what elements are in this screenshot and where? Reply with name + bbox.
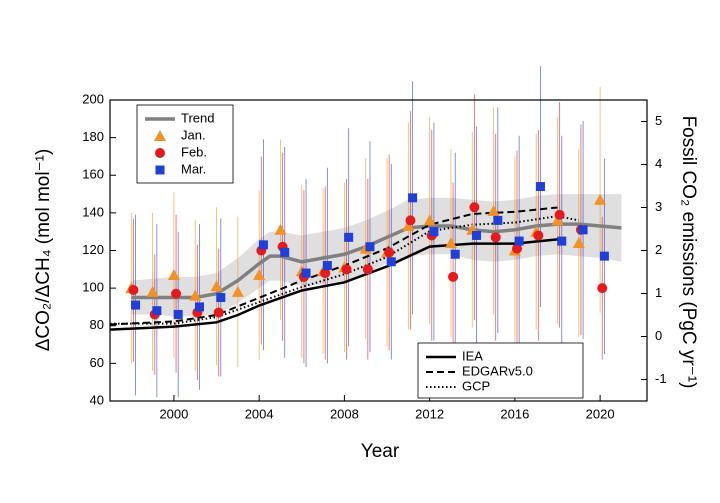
- marker: [554, 209, 565, 220]
- x-tick-label: 2020: [586, 406, 615, 421]
- marker: [533, 230, 544, 241]
- marker: [535, 182, 545, 192]
- marker: [469, 202, 480, 213]
- marker: [408, 193, 418, 203]
- y2-tick-label: 5: [655, 113, 662, 128]
- y2-tick-label: 2: [655, 242, 662, 257]
- y-tick-label: 60: [90, 355, 104, 370]
- y-tick-label: 80: [90, 317, 104, 332]
- marker: [253, 268, 266, 280]
- legend-label: Jan.: [181, 127, 206, 142]
- marker: [594, 193, 607, 205]
- marker: [167, 268, 180, 280]
- marker: [131, 300, 141, 310]
- x-axis-title: Year: [361, 441, 400, 462]
- y-tick-label: 160: [82, 167, 104, 182]
- marker: [384, 247, 395, 258]
- y2-axis-title: Fossil CO₂ emissions (PgC yr⁻¹): [678, 116, 699, 389]
- marker: [258, 240, 268, 250]
- marker: [551, 214, 564, 226]
- marker: [472, 230, 482, 240]
- legend-label: Mar.: [181, 161, 206, 176]
- plot-area: [109, 66, 622, 398]
- marker: [386, 257, 396, 267]
- legend-label: Trend: [181, 110, 214, 125]
- legend-label: GCP: [462, 378, 490, 393]
- marker: [512, 243, 523, 254]
- marker: [450, 249, 460, 259]
- marker: [320, 268, 331, 279]
- series-line: [109, 238, 558, 331]
- y2-tick-label: 0: [655, 328, 662, 343]
- marker: [189, 289, 202, 301]
- marker: [423, 214, 436, 226]
- y-tick-label: 200: [82, 91, 104, 106]
- marker: [578, 225, 588, 235]
- y-tick-label: 140: [82, 204, 104, 219]
- y-axis-title: ΔCO₂/ΔCH₄ (mol mol⁻¹): [33, 149, 54, 352]
- legend-swatch: [155, 165, 165, 175]
- marker: [572, 236, 585, 248]
- marker: [599, 251, 609, 261]
- x-tick-label: 2000: [159, 406, 188, 421]
- marker: [444, 236, 457, 248]
- y2-tick-label: 3: [655, 199, 662, 214]
- legend-label: IEA: [462, 348, 483, 363]
- marker: [231, 285, 244, 297]
- y2-tick-label: 1: [655, 285, 662, 300]
- marker: [216, 293, 226, 303]
- x-tick-label: 2004: [245, 406, 274, 421]
- marker: [490, 232, 501, 243]
- y-tick-label: 100: [82, 280, 104, 295]
- marker: [128, 285, 139, 296]
- marker: [362, 264, 373, 275]
- marker: [429, 227, 439, 237]
- marker: [487, 204, 500, 216]
- marker: [152, 306, 162, 316]
- marker: [322, 261, 332, 271]
- marker: [448, 271, 459, 282]
- marker: [365, 242, 375, 252]
- marker: [173, 309, 183, 319]
- y2-tick-label: -1: [655, 371, 667, 386]
- marker: [301, 268, 311, 278]
- marker: [405, 215, 416, 226]
- marker: [280, 247, 290, 257]
- legend-swatch: [154, 130, 166, 141]
- marker: [274, 223, 287, 235]
- marker: [493, 215, 503, 225]
- x-tick-label: 2008: [330, 406, 359, 421]
- marker: [402, 220, 415, 232]
- marker: [514, 236, 524, 246]
- marker: [341, 264, 352, 275]
- legend-box: [417, 342, 584, 399]
- legend-label: EDGARv5.0: [462, 363, 533, 378]
- marker: [557, 236, 567, 246]
- marker: [344, 232, 354, 242]
- y-tick-label: 40: [90, 392, 104, 407]
- legend-swatch: [155, 148, 165, 158]
- marker: [213, 307, 224, 318]
- y-tick-label: 120: [82, 242, 104, 257]
- x-tick-label: 2016: [500, 406, 529, 421]
- marker: [195, 302, 204, 312]
- marker: [146, 285, 159, 297]
- marker: [171, 288, 182, 299]
- marker: [597, 283, 608, 294]
- uncertainty-band: [131, 194, 622, 317]
- y2-tick-label: 4: [655, 156, 662, 171]
- x-tick-label: 2012: [415, 406, 444, 421]
- marker: [210, 280, 223, 292]
- legend-label: Feb.: [181, 144, 207, 159]
- y-tick-label: 180: [82, 129, 104, 144]
